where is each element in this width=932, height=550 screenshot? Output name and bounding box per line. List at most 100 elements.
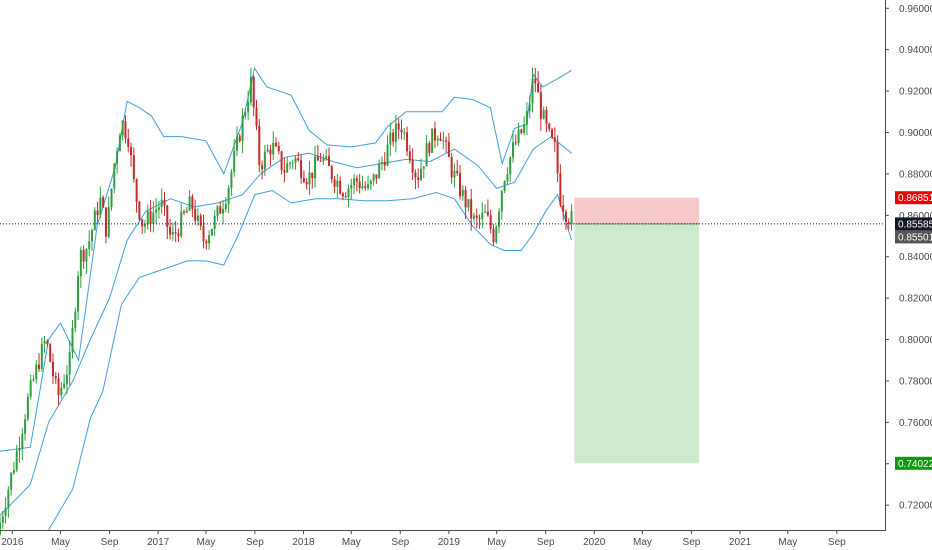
candle-body bbox=[107, 207, 110, 237]
candle-body bbox=[194, 208, 197, 221]
candle-body bbox=[350, 185, 353, 189]
candle-body bbox=[394, 123, 397, 142]
candle-body bbox=[503, 181, 506, 192]
candle-body bbox=[314, 156, 317, 179]
candle-body bbox=[523, 124, 526, 133]
candle-body bbox=[528, 103, 531, 112]
candle-body bbox=[325, 156, 328, 159]
candle-body bbox=[157, 207, 160, 210]
candle-body bbox=[180, 211, 183, 237]
candle-body bbox=[439, 138, 442, 141]
candle-body bbox=[185, 210, 188, 213]
x-tick-label: May bbox=[633, 537, 652, 548]
x-tick-label: 2017 bbox=[147, 537, 170, 548]
candle-body bbox=[511, 142, 514, 158]
candle-body bbox=[562, 205, 565, 213]
candle-body bbox=[238, 136, 241, 142]
candle-body bbox=[422, 166, 425, 169]
y-tick-label: 0.84000 bbox=[899, 252, 932, 263]
stop-loss-zone[interactable] bbox=[574, 197, 699, 224]
candle-body bbox=[353, 178, 356, 186]
candle-body bbox=[1, 516, 4, 523]
price-tags: 0.86851 0.85585 0.85501 0.74022 bbox=[895, 191, 932, 470]
candle-body bbox=[408, 151, 411, 161]
candle-body bbox=[166, 205, 169, 228]
candle-body bbox=[241, 115, 244, 142]
candle-body bbox=[542, 110, 545, 119]
candle-body bbox=[397, 123, 400, 130]
candle-body bbox=[534, 78, 537, 84]
candle-body bbox=[152, 212, 155, 224]
candle-body bbox=[141, 219, 144, 227]
candle-body bbox=[344, 196, 347, 198]
bollinger-upper-band bbox=[0, 67, 572, 452]
candle-body bbox=[305, 181, 308, 185]
candle-body bbox=[15, 450, 18, 471]
candle-body bbox=[233, 150, 236, 172]
y-tick-label: 0.78000 bbox=[899, 376, 932, 387]
candle-body bbox=[417, 177, 420, 181]
candle-body bbox=[472, 215, 475, 219]
x-tick-label: Sep bbox=[683, 537, 701, 548]
take-profit-zone[interactable] bbox=[574, 223, 699, 464]
candle-body bbox=[433, 128, 436, 141]
x-tick-label: May bbox=[51, 537, 70, 548]
candle-body bbox=[224, 204, 227, 209]
y-tick-label: 0.96000 bbox=[899, 4, 932, 15]
candle-body bbox=[425, 143, 428, 167]
candle-body bbox=[481, 212, 484, 219]
candle-body bbox=[498, 211, 501, 227]
candle-body bbox=[113, 163, 116, 189]
x-tick-label: Sep bbox=[101, 537, 119, 548]
candle-body bbox=[222, 208, 225, 214]
candle-body bbox=[82, 249, 85, 262]
candle-body bbox=[302, 178, 305, 182]
candle-body bbox=[4, 508, 7, 517]
price-tag-label: 0.86851 bbox=[898, 193, 932, 204]
candle-body bbox=[149, 211, 152, 224]
candle-body bbox=[210, 228, 213, 236]
time-axis[interactable]: 2016 May Sep 2017 May Sep 2018 May Sep 2019 May Sep… bbox=[1, 530, 846, 548]
candle-body bbox=[319, 160, 322, 162]
candle-body bbox=[406, 132, 409, 152]
candle-body bbox=[383, 161, 386, 166]
candle-body bbox=[570, 211, 573, 225]
candle-body bbox=[389, 132, 392, 145]
candle-body bbox=[110, 188, 113, 208]
candle-body bbox=[280, 151, 283, 171]
candle-body bbox=[116, 151, 119, 164]
position-tool[interactable] bbox=[574, 197, 699, 464]
x-tick-label: May bbox=[487, 537, 506, 548]
y-tick-label: 0.82000 bbox=[899, 294, 932, 305]
x-tick-label: 2020 bbox=[583, 537, 606, 548]
candle-body bbox=[71, 328, 74, 352]
candle-body bbox=[495, 226, 498, 243]
candle-body bbox=[0, 522, 1, 535]
y-tick-label: 0.86000 bbox=[899, 211, 932, 222]
candle-body bbox=[339, 180, 342, 194]
candle-body bbox=[548, 123, 551, 130]
candle-body bbox=[509, 157, 512, 175]
candle-body bbox=[428, 143, 431, 153]
candle-body bbox=[461, 189, 464, 197]
candle-body bbox=[361, 186, 364, 189]
y-tick-label: 0.76000 bbox=[899, 418, 932, 429]
x-tick-label: Sep bbox=[391, 537, 409, 548]
x-tick-label: 2018 bbox=[292, 537, 315, 548]
candle-body bbox=[68, 351, 71, 375]
candle-body bbox=[188, 196, 191, 211]
y-tick-label: 0.88000 bbox=[899, 169, 932, 180]
candle-body bbox=[160, 199, 163, 208]
candle-body bbox=[386, 144, 389, 166]
candle-body bbox=[121, 121, 124, 136]
candle-body bbox=[478, 218, 481, 220]
candle-body bbox=[531, 78, 534, 104]
candle-body bbox=[291, 162, 294, 164]
candle-body bbox=[155, 209, 158, 213]
candle-body bbox=[489, 215, 492, 229]
candle-body bbox=[213, 215, 216, 229]
y-tick-label: 0.80000 bbox=[899, 335, 932, 346]
candle-body bbox=[54, 376, 57, 379]
candle-body bbox=[431, 128, 434, 153]
